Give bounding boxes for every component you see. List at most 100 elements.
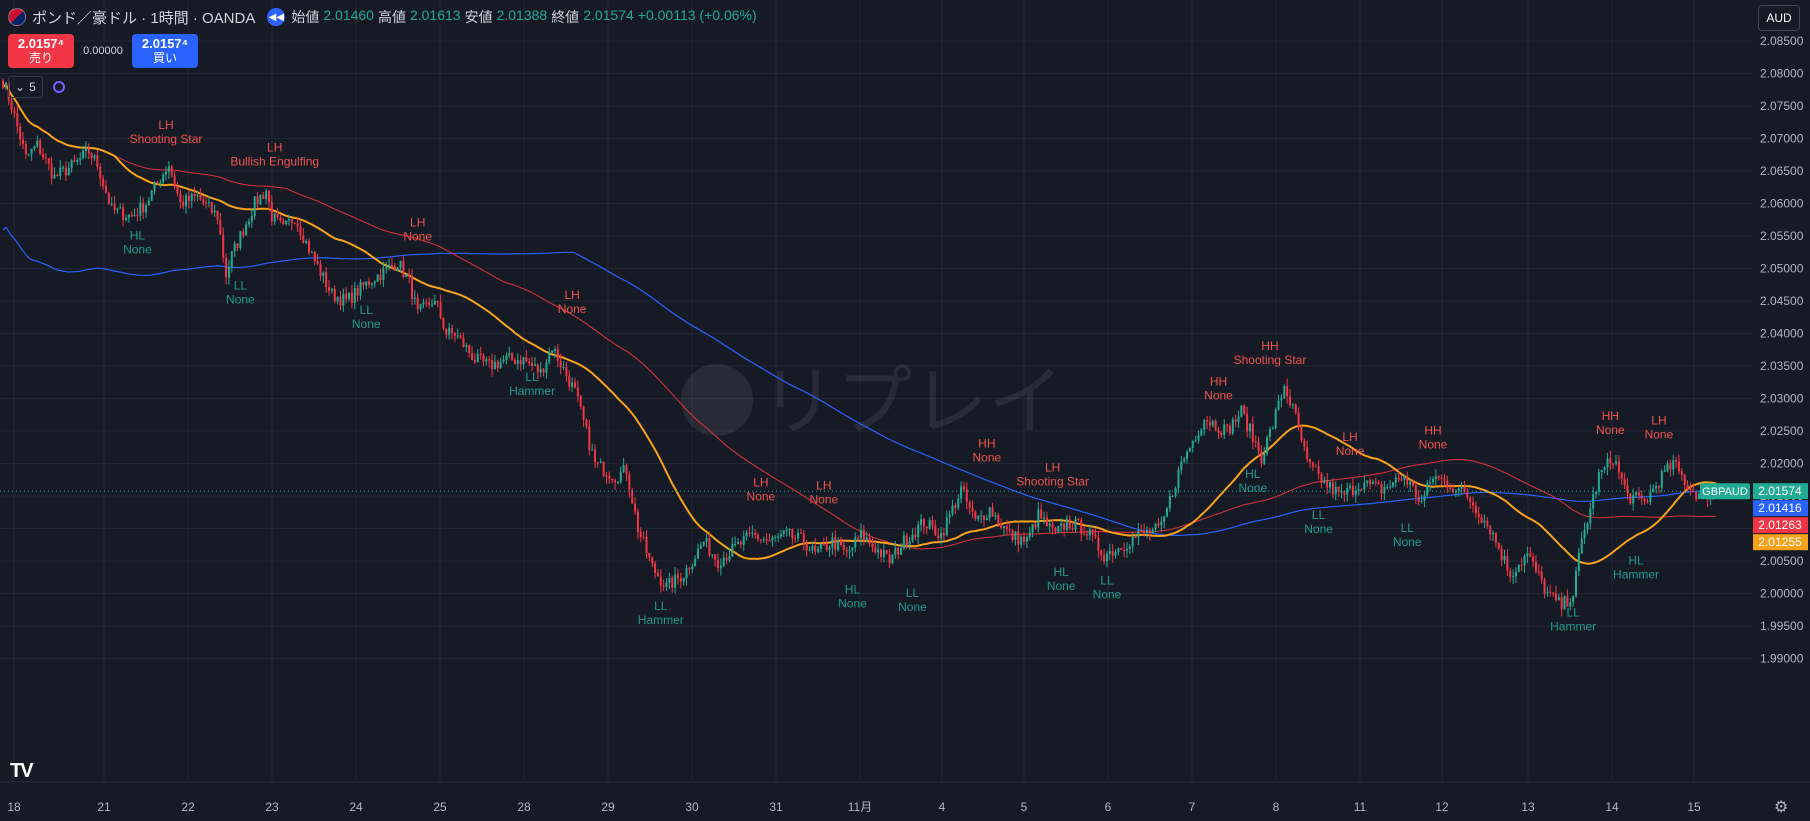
price-tick: 2.02000 xyxy=(1760,457,1804,471)
sell-button[interactable]: 2.0157⁴ 売り xyxy=(8,34,74,68)
candle-body xyxy=(431,304,433,306)
candle xyxy=(276,208,279,220)
candle-body xyxy=(591,449,594,451)
candle-body xyxy=(1420,500,1423,502)
swing-label: None xyxy=(1204,389,1233,403)
candle-body xyxy=(459,335,462,338)
candle-body xyxy=(885,550,888,554)
indicator-settings-icon[interactable] xyxy=(52,81,65,93)
candle xyxy=(1317,460,1320,480)
candle xyxy=(1695,491,1698,502)
candle-body xyxy=(499,361,502,368)
candle-body xyxy=(127,214,130,218)
candle-body xyxy=(516,360,519,364)
candle-body xyxy=(1640,495,1643,499)
candle xyxy=(1257,436,1260,457)
candle xyxy=(1028,526,1031,541)
candle xyxy=(1563,595,1566,610)
candle xyxy=(1414,481,1417,505)
candle-body xyxy=(139,202,142,216)
candle-body xyxy=(1166,508,1169,517)
swing-label: LL xyxy=(906,586,920,600)
candle-body xyxy=(185,195,188,207)
candle xyxy=(282,217,285,226)
indicator-toggle[interactable]: ⌄ 5 xyxy=(8,76,43,98)
candle-body xyxy=(1580,538,1583,554)
time-tick: 4 xyxy=(939,800,946,814)
candle-body xyxy=(1329,482,1332,488)
candle-body xyxy=(940,533,943,539)
replay-icon[interactable]: ◀◀ xyxy=(267,8,286,26)
candle xyxy=(1514,567,1517,584)
candle xyxy=(585,418,588,430)
candle xyxy=(219,212,222,235)
candle-body xyxy=(239,231,242,249)
candle xyxy=(1068,515,1071,531)
tradingview-logo-icon[interactable]: TV xyxy=(10,760,34,782)
candle-body xyxy=(1469,497,1472,503)
candle-body xyxy=(159,182,162,184)
candle xyxy=(1131,532,1134,553)
currency-button[interactable]: AUD xyxy=(1758,5,1800,31)
candle xyxy=(654,560,657,579)
candle xyxy=(1008,522,1011,534)
candle-body xyxy=(1334,486,1337,495)
candle-body xyxy=(1440,478,1443,480)
candle-body xyxy=(556,348,559,361)
candle-body xyxy=(711,554,714,556)
candle-body xyxy=(508,353,511,356)
candle xyxy=(250,209,253,228)
swing-label: LL xyxy=(1100,573,1114,587)
candle xyxy=(1208,416,1211,432)
candle-body xyxy=(425,302,428,304)
candle-body xyxy=(854,537,857,548)
candle xyxy=(1666,460,1669,473)
candle xyxy=(1386,483,1389,490)
candle xyxy=(702,541,705,547)
gear-icon[interactable]: ⚙ xyxy=(1774,799,1789,816)
candle-body xyxy=(568,375,571,387)
candle-body xyxy=(874,546,877,553)
candle xyxy=(1443,473,1446,488)
indicator-count: 5 xyxy=(29,80,36,94)
candle-body xyxy=(64,167,67,176)
candle xyxy=(482,353,485,367)
candle xyxy=(1226,423,1229,433)
candle-body xyxy=(436,300,439,303)
candle xyxy=(259,194,262,206)
candle xyxy=(1154,522,1157,533)
candle xyxy=(1426,480,1429,497)
candle xyxy=(1240,405,1243,418)
symbol-title[interactable]: ポンド／豪ドル · 1時間 · OANDA xyxy=(32,9,256,27)
candle-body xyxy=(262,195,265,199)
candle-body xyxy=(571,382,574,387)
candle xyxy=(1183,456,1186,464)
candle xyxy=(1071,521,1074,532)
candle-body xyxy=(1635,492,1638,496)
time-tick: 25 xyxy=(433,800,447,814)
candle-body xyxy=(385,266,388,268)
candle xyxy=(130,211,133,218)
candle xyxy=(759,539,762,544)
candle-body xyxy=(825,543,828,551)
candle xyxy=(499,357,502,369)
candle xyxy=(942,527,945,540)
candle xyxy=(493,354,496,370)
candle xyxy=(210,201,213,215)
buy-button[interactable]: 2.0157⁴ 買い xyxy=(132,34,198,68)
candle xyxy=(1394,472,1397,488)
candle-body xyxy=(1071,528,1074,530)
candle-body xyxy=(905,535,908,546)
candle xyxy=(711,554,714,559)
candle-body xyxy=(656,572,659,577)
candle-body xyxy=(1675,460,1678,462)
candle-body xyxy=(877,549,880,553)
replay-watermark-icon xyxy=(681,364,753,436)
candle xyxy=(491,353,494,377)
candle-body xyxy=(1595,491,1598,495)
candle xyxy=(213,204,216,217)
candle-body xyxy=(1314,466,1317,468)
candle xyxy=(462,332,465,348)
